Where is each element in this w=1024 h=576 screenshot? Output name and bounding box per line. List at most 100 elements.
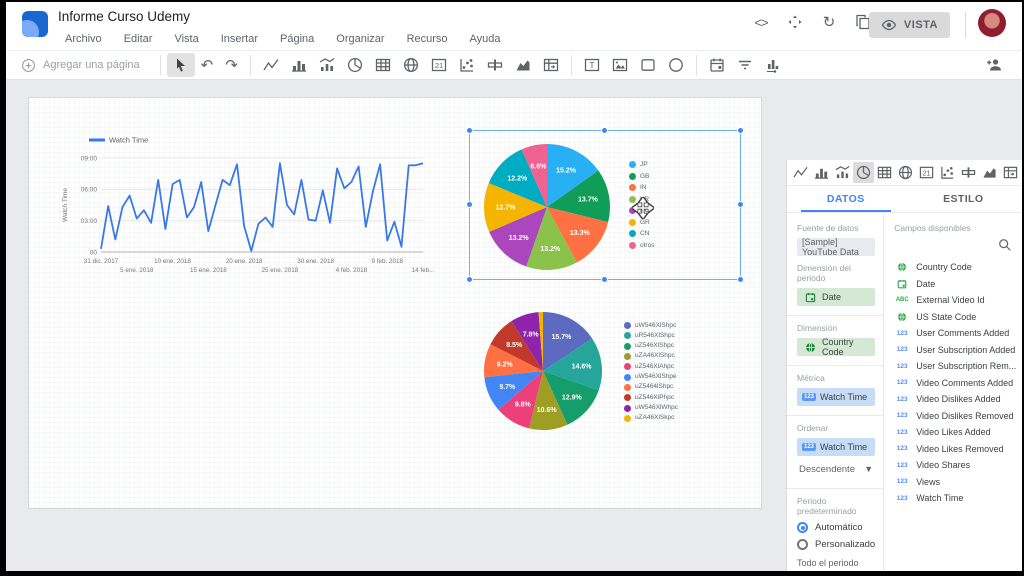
table-icon[interactable] bbox=[369, 53, 397, 77]
bar-chart-icon[interactable] bbox=[285, 53, 313, 77]
field-video-likes-removed[interactable]: 123 Video Likes Removed bbox=[894, 441, 1016, 458]
metric-chip[interactable]: 123 Watch Time bbox=[797, 388, 876, 406]
refresh-icon[interactable]: ↻ bbox=[822, 13, 836, 31]
data-source-chip[interactable]: [Sample] YouTube Data bbox=[797, 237, 876, 257]
search-icon[interactable] bbox=[998, 238, 1012, 257]
report-title[interactable]: Informe Curso Udemy bbox=[58, 9, 191, 24]
menu-vista[interactable]: Vista bbox=[174, 33, 199, 45]
panel-pivot-table-icon[interactable] bbox=[1000, 162, 1021, 183]
line-chart-icon[interactable] bbox=[257, 53, 285, 77]
menu-organizar[interactable]: Organizar bbox=[336, 33, 385, 45]
legend-item: CN bbox=[629, 228, 654, 240]
redo-icon[interactable]: ↷ bbox=[225, 56, 238, 74]
panel-area-chart-icon[interactable] bbox=[979, 162, 1000, 183]
scorecard-icon[interactable]: 21 bbox=[425, 53, 453, 77]
sort-chip[interactable]: 123 Watch Time bbox=[797, 438, 876, 456]
pie-chart-country[interactable]: 15.2% 13.7% 13.3% 13.2% 13.2% 12.7% 12.2% 6.6% … bbox=[469, 130, 741, 280]
field-video-dislikes-removed[interactable]: 123 Video Dislikes Removed bbox=[894, 408, 1016, 425]
field-country-code[interactable]: Country Code bbox=[894, 259, 1016, 276]
field-video-comments-added[interactable]: 123 Video Comments Added bbox=[894, 375, 1016, 392]
legend-dot bbox=[629, 207, 636, 215]
header-icons: <> ↻ bbox=[752, 13, 872, 31]
panel-bullet-icon[interactable] bbox=[958, 162, 979, 183]
report-canvas[interactable]: Watch Time Watch Time 09:00 06:00 03:00 00 31 … bbox=[28, 97, 762, 509]
undo-icon[interactable]: ↶ bbox=[200, 56, 214, 74]
geo-chart-icon[interactable] bbox=[397, 53, 425, 77]
legend-dot bbox=[624, 332, 631, 340]
panel-bar-chart-icon[interactable] bbox=[811, 162, 832, 183]
panel-scatter-icon[interactable] bbox=[937, 162, 958, 183]
legend-dot bbox=[629, 241, 636, 249]
panel-table-icon[interactable] bbox=[874, 162, 895, 183]
legend-item: uZA46XlSkpc bbox=[624, 413, 678, 423]
avatar[interactable] bbox=[978, 9, 1006, 37]
image-tool-icon[interactable] bbox=[606, 53, 634, 77]
tab-estilo[interactable]: ESTILO bbox=[943, 193, 984, 205]
view-button[interactable]: VISTA bbox=[868, 12, 950, 38]
radio-automatico[interactable]: Automático bbox=[797, 522, 875, 533]
radio-personalizado[interactable]: Personalizado bbox=[797, 539, 875, 550]
globe-field-icon bbox=[894, 262, 910, 272]
numeric-field-icon: 123 bbox=[896, 362, 908, 370]
data-control-icon[interactable] bbox=[759, 53, 787, 77]
menu-página[interactable]: Página bbox=[280, 33, 315, 45]
pie-chart-icon[interactable] bbox=[341, 53, 369, 77]
legend-dot bbox=[629, 172, 636, 180]
expand-icon[interactable] bbox=[786, 13, 804, 31]
menu-insertar[interactable]: Insertar bbox=[220, 33, 258, 45]
rect-tool-icon[interactable] bbox=[634, 53, 662, 77]
tab-datos[interactable]: DATOS bbox=[787, 186, 905, 212]
toolbar-separator bbox=[695, 55, 697, 75]
field-user-comments-added[interactable]: 123 User Comments Added bbox=[894, 325, 1016, 342]
panel-pie-chart-icon[interactable] bbox=[853, 162, 874, 183]
panel-geo-chart-icon[interactable] bbox=[895, 162, 916, 183]
menu-archivo[interactable]: Archivo bbox=[65, 33, 102, 45]
bullet-icon[interactable] bbox=[481, 53, 509, 77]
field-external-video-id[interactable]: ABC External Video Id bbox=[894, 292, 1016, 309]
menu-recurso[interactable]: Recurso bbox=[406, 33, 448, 45]
field-video-dislikes-added[interactable]: 123 Video Dislikes Added bbox=[894, 391, 1016, 408]
legend-dot bbox=[624, 373, 631, 381]
line-chart-watch-time[interactable]: Watch Time Watch Time 09:00 06:00 03:00 00 31 … bbox=[59, 132, 449, 278]
scatter-icon[interactable] bbox=[453, 53, 481, 77]
field-user-subscription-added[interactable]: 123 User Subscription Added bbox=[894, 342, 1016, 359]
field-date[interactable]: Date bbox=[894, 276, 1016, 293]
sort-order-dropdown[interactable]: Descendente ▼ bbox=[797, 460, 875, 479]
dimension-chip[interactable]: Country Code bbox=[797, 337, 876, 357]
text-tool-icon[interactable]: T bbox=[578, 53, 606, 77]
period-dimension-chip[interactable]: Date bbox=[797, 288, 876, 306]
code-icon[interactable]: <> bbox=[754, 14, 768, 30]
workspace: Watch Time Watch Time 09:00 06:00 03:00 00 31 … bbox=[6, 81, 1022, 571]
field-video-shares[interactable]: 123 Video Shares bbox=[894, 457, 1016, 474]
date-range-icon[interactable] bbox=[703, 53, 731, 77]
calendar-icon bbox=[802, 292, 818, 303]
panel-combo-chart-icon[interactable] bbox=[832, 162, 853, 183]
cursor-icon[interactable] bbox=[166, 53, 195, 77]
abc-field-icon: ABC bbox=[895, 297, 909, 304]
field-label: US State Code bbox=[916, 311, 977, 322]
circle-tool-icon[interactable] bbox=[662, 53, 690, 77]
field-us-state-code[interactable]: US State Code bbox=[894, 309, 1016, 326]
data-studio-logo[interactable] bbox=[22, 11, 48, 37]
add-page-button[interactable]: Agregar una página bbox=[6, 57, 154, 74]
menu-editar[interactable]: Editar bbox=[123, 33, 153, 45]
field-user-subscription-rem-[interactable]: 123 User Subscription Rem... bbox=[894, 358, 1016, 375]
panel-line-chart-icon[interactable] bbox=[790, 162, 811, 183]
legend-label: uZA46XlSkpc bbox=[635, 414, 675, 422]
filter-icon[interactable] bbox=[731, 53, 759, 77]
period-footnote: Todo el periodo bbox=[797, 558, 859, 568]
area-chart-icon[interactable] bbox=[509, 53, 537, 77]
field-watch-time[interactable]: 123 Watch Time bbox=[894, 490, 1016, 507]
pie-chart-video-id[interactable]: 15.7% 14.6% 12.9% 10.6% 9.8% 9.7% 9.2% 8.5% 7.8%… bbox=[469, 298, 741, 446]
pivot-table-icon[interactable] bbox=[537, 53, 565, 77]
field-views[interactable]: 123 Views bbox=[894, 474, 1016, 491]
svg-text:9.7%: 9.7% bbox=[499, 384, 516, 391]
add-person-icon[interactable] bbox=[980, 53, 1008, 77]
panel-scorecard-icon[interactable]: 21 bbox=[916, 162, 937, 183]
legend-item: GB bbox=[629, 171, 654, 183]
svg-text:15.2%: 15.2% bbox=[556, 168, 577, 175]
combo-chart-icon[interactable] bbox=[313, 53, 341, 77]
field-video-likes-added[interactable]: 123 Video Likes Added bbox=[894, 424, 1016, 441]
menu-ayuda[interactable]: Ayuda bbox=[469, 33, 501, 45]
field-label: Country Code bbox=[916, 262, 972, 273]
